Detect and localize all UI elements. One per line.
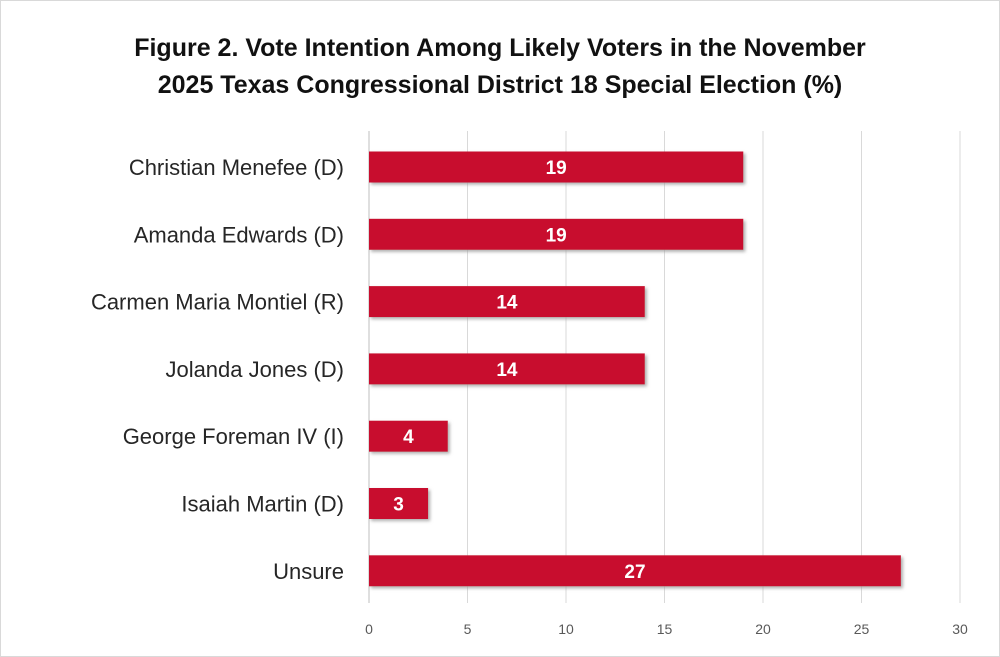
category-label: Christian Menefee (D): [129, 155, 344, 180]
bar: [369, 151, 744, 183]
category-label: Carmen Maria Montiel (R): [91, 290, 344, 315]
category-label: Isaiah Martin (D): [181, 492, 344, 517]
x-tick-label: 0: [365, 621, 373, 637]
data-label: 4: [403, 427, 414, 448]
bar: [369, 555, 901, 587]
chart-title-line-1: Figure 2. Vote Intention Among Likely Vo…: [134, 34, 866, 62]
bar: [369, 353, 645, 385]
category-label: Jolanda Jones (D): [165, 357, 344, 382]
chart-title-line-2: 2025 Texas Congressional District 18 Spe…: [157, 71, 843, 99]
x-tick-label: 30: [952, 621, 968, 637]
data-label: 14: [496, 360, 518, 381]
data-label: 27: [624, 562, 645, 583]
category-label: Unsure: [273, 559, 344, 584]
bar: [369, 420, 448, 452]
bar: [369, 218, 744, 250]
data-label: 19: [546, 225, 567, 246]
data-label: 14: [496, 293, 518, 314]
x-tick-label: 25: [854, 621, 870, 637]
x-tick-label: 15: [657, 621, 673, 637]
x-tick-label: 20: [755, 621, 771, 637]
category-label: George Foreman IV (I): [123, 424, 344, 449]
bar: [369, 286, 645, 318]
data-label: 3: [393, 495, 404, 516]
bar: [369, 488, 429, 519]
category-label: Amanda Edwards (D): [134, 222, 344, 247]
x-tick-label: 10: [558, 621, 574, 637]
x-tick-label: 5: [464, 621, 472, 637]
data-label: 19: [546, 158, 567, 179]
